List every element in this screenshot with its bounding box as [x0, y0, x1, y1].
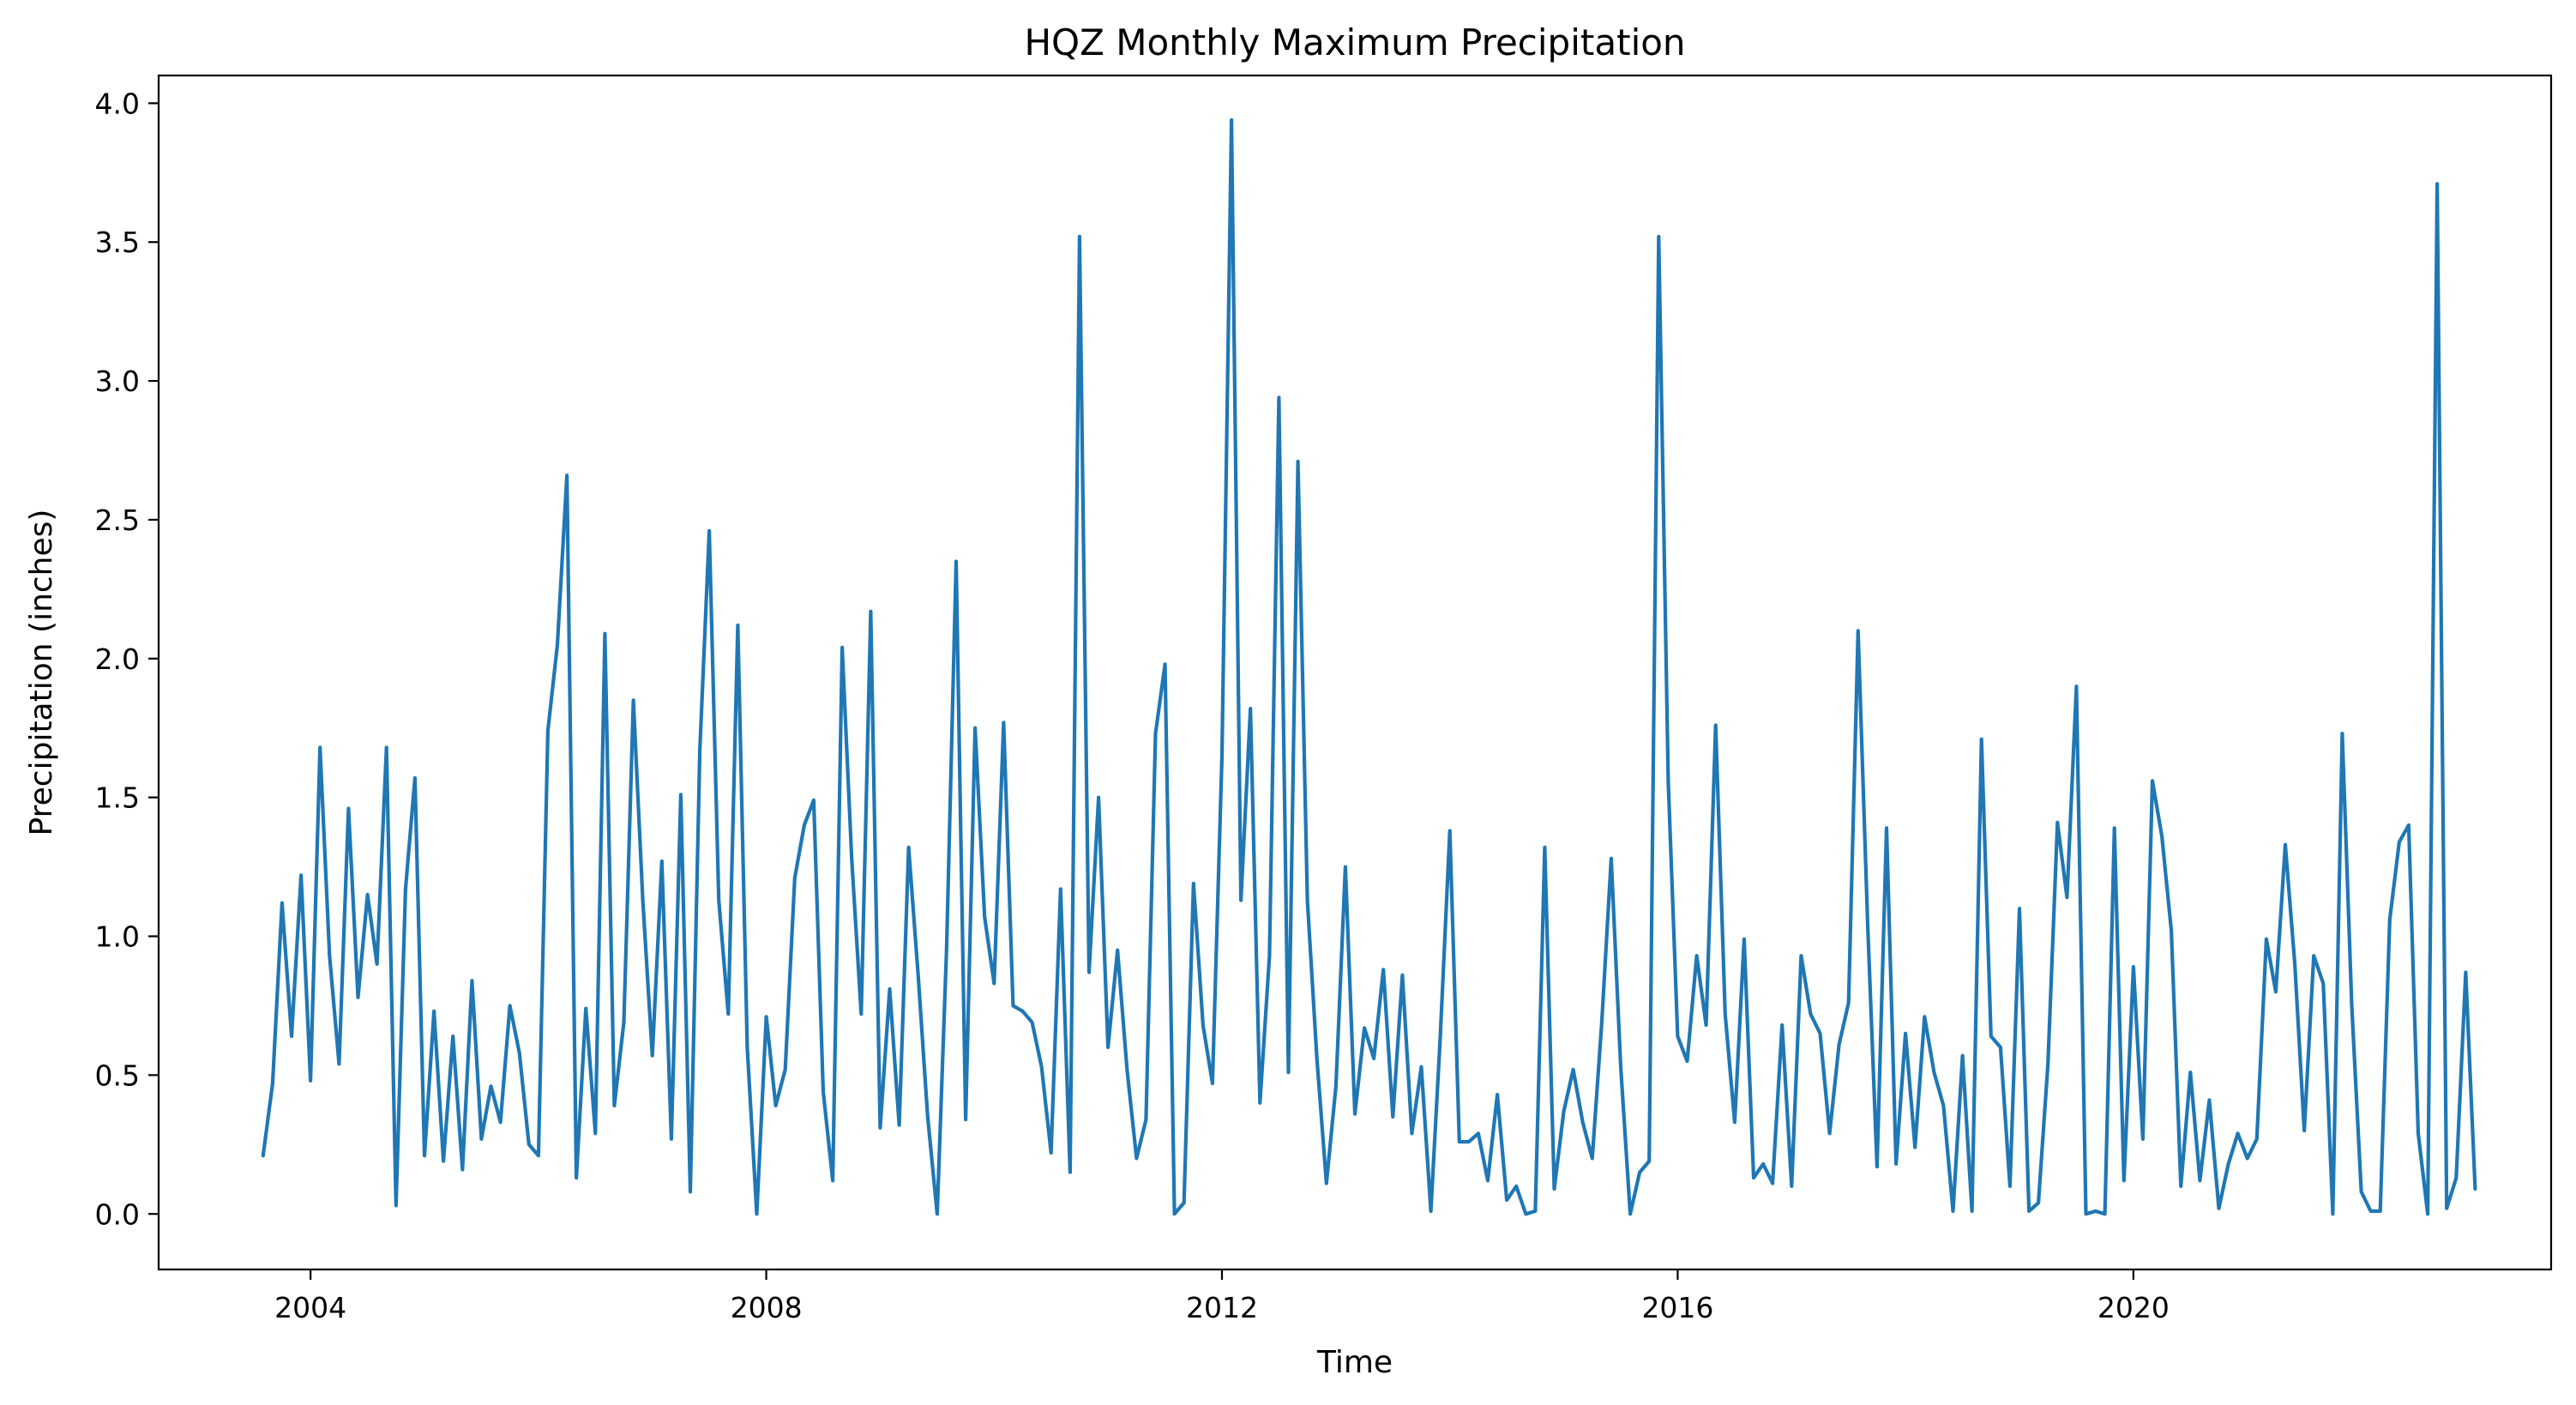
x-tick-label: 2008 [731, 1291, 803, 1324]
y-tick-label: 3.5 [95, 226, 140, 259]
precipitation-series-line [261, 118, 2477, 1216]
x-axis-label: Time [1316, 1345, 1393, 1380]
y-tick-label: 0.0 [95, 1197, 140, 1231]
y-tick-label: 1.5 [95, 781, 140, 815]
y-tick-label: 4.0 [95, 87, 140, 120]
chart-title: HQZ Monthly Maximum Precipitation [1024, 21, 1685, 63]
y-axis-ticks: 0.0 0.5 1.0 1.5 2.0 2.5 3.0 3.5 4.0 [95, 87, 159, 1231]
x-tick-label: 2012 [1186, 1291, 1258, 1324]
y-tick-label: 2.0 [95, 642, 140, 676]
x-tick-label: 2016 [1641, 1291, 1713, 1324]
x-axis-ticks: 2004 2008 2012 2016 2020 [274, 1269, 2170, 1324]
y-tick-label: 2.5 [95, 504, 140, 537]
y-axis-label: Precipitation (inches) [24, 510, 59, 836]
plot-frame [157, 74, 2553, 1271]
y-tick-label: 1.0 [95, 920, 140, 954]
x-tick-label: 2004 [274, 1291, 346, 1324]
y-tick-label: 0.5 [95, 1058, 140, 1092]
y-tick-label: 3.0 [95, 365, 140, 398]
x-tick-label: 2020 [2098, 1291, 2170, 1324]
